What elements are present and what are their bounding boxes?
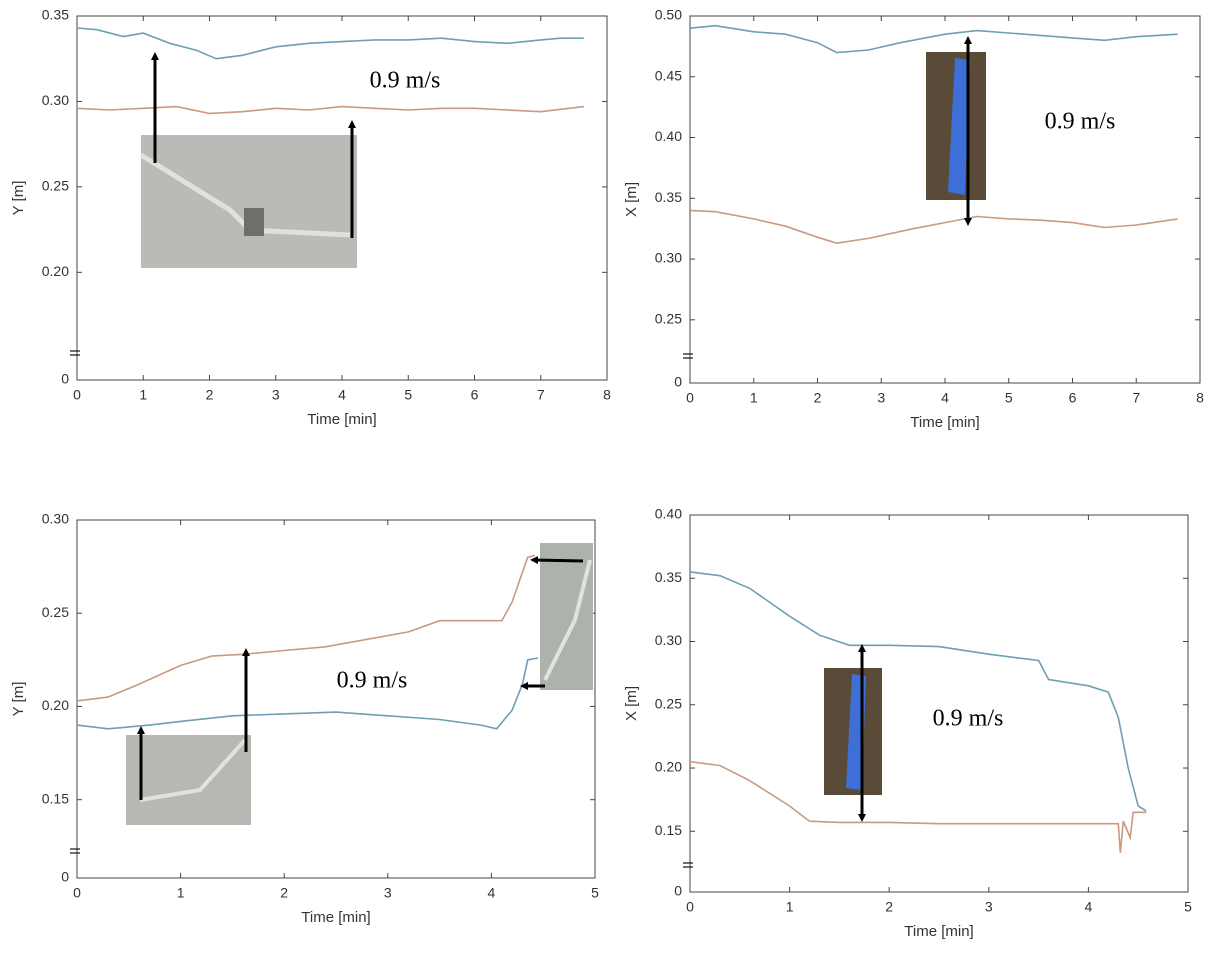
y-tick-label: 0.30	[42, 92, 69, 108]
y-tick-label: 0.30	[655, 632, 682, 648]
x-tick-label: 6	[1069, 390, 1077, 406]
x-tick-label: 0	[686, 899, 694, 915]
x-tick-label: 0	[686, 390, 694, 406]
x-tick-label: 1	[750, 390, 758, 406]
series-line	[689, 571, 1147, 812]
x-tick-label: 4	[338, 387, 346, 403]
annotation: 0.9 m/s	[1045, 109, 1116, 135]
y-axis-label: X [m]	[623, 182, 640, 217]
x-tick-label: 4	[488, 885, 496, 901]
y-tick-label: 0.35	[655, 189, 682, 205]
photo-detail	[139, 152, 351, 238]
y-tick-label: 0.15	[655, 822, 682, 838]
photo-detail	[948, 58, 970, 195]
photo	[126, 735, 251, 825]
y-tick-label: 0	[674, 374, 682, 390]
annotation: 0.9 m/s	[933, 706, 1004, 732]
series-line	[689, 760, 1147, 853]
x-axis-label: Time [min]	[904, 923, 973, 940]
series-line	[76, 27, 584, 60]
x-tick-label: 5	[1005, 390, 1013, 406]
x-tick-label: 1	[139, 387, 147, 403]
series-line	[689, 209, 1178, 245]
x-tick-label: 2	[280, 885, 288, 901]
x-tick-label: 3	[985, 899, 993, 915]
arrow	[530, 556, 584, 565]
x-axis-label: Time [min]	[307, 411, 376, 428]
y-tick-label: 0.25	[655, 695, 682, 711]
x-axis-label: Time [min]	[910, 414, 979, 431]
x-tick-label: 0	[73, 387, 81, 403]
annotation: 0.9 m/s	[337, 668, 408, 694]
x-tick-label: 8	[1196, 390, 1204, 406]
x-tick-label: 2	[814, 390, 822, 406]
y-axis-label: X [m]	[623, 686, 640, 721]
x-tick-label: 6	[471, 387, 479, 403]
y-tick-label: 0	[674, 883, 682, 899]
y-tick-label: 0.30	[42, 511, 69, 527]
y-tick-label: 0.25	[655, 311, 682, 327]
y-tick-label: 0.20	[42, 263, 69, 279]
y-tick-label: 0.30	[655, 250, 682, 266]
y-tick-label: 0.35	[655, 569, 682, 585]
x-tick-label: 1	[177, 885, 185, 901]
x-tick-label: 5	[591, 885, 599, 901]
y-tick-label: 0.20	[42, 697, 69, 713]
x-tick-label: 3	[272, 387, 280, 403]
y-tick-label: 0.20	[655, 759, 682, 775]
x-tick-label: 0	[73, 885, 81, 901]
x-tick-label: 4	[941, 390, 949, 406]
photo-detail	[543, 559, 592, 681]
y-tick-label: 0.50	[655, 7, 682, 23]
y-tick-label: 0.40	[655, 506, 682, 522]
y-tick-label: 0	[61, 869, 69, 885]
x-tick-label: 2	[885, 899, 893, 915]
photo-detail	[244, 208, 264, 236]
plot-area	[689, 514, 1189, 893]
x-tick-label: 7	[537, 387, 545, 403]
y-axis-label: Y [m]	[10, 181, 27, 216]
photo-detail	[139, 738, 247, 802]
series-line	[76, 657, 539, 730]
y-tick-label: 0.45	[655, 67, 682, 83]
x-tick-label: 5	[404, 387, 412, 403]
x-tick-label: 5	[1184, 899, 1192, 915]
series-line	[76, 105, 584, 115]
y-axis-label: Y [m]	[10, 682, 27, 717]
y-tick-label: 0.15	[42, 790, 69, 806]
y-tick-label: 0.35	[42, 7, 69, 23]
arrows	[137, 36, 972, 822]
x-tick-label: 7	[1132, 390, 1140, 406]
photo	[540, 543, 593, 690]
y-tick-label: 0	[61, 371, 69, 387]
y-tick-label: 0.25	[42, 604, 69, 620]
y-tick-label: 0.25	[42, 178, 69, 194]
x-tick-label: 4	[1085, 899, 1093, 915]
x-tick-label: 8	[603, 387, 611, 403]
x-tick-label: 3	[877, 390, 885, 406]
series-line	[76, 554, 536, 702]
y-tick-label: 0.40	[655, 128, 682, 144]
series-line	[689, 24, 1178, 54]
photo	[141, 135, 357, 268]
x-axis-label: Time [min]	[301, 909, 370, 926]
photo-insets	[126, 52, 986, 825]
annotation: 0.9 m/s	[370, 68, 441, 94]
x-tick-label: 1	[786, 899, 794, 915]
x-tick-label: 3	[384, 885, 392, 901]
x-tick-label: 2	[206, 387, 214, 403]
